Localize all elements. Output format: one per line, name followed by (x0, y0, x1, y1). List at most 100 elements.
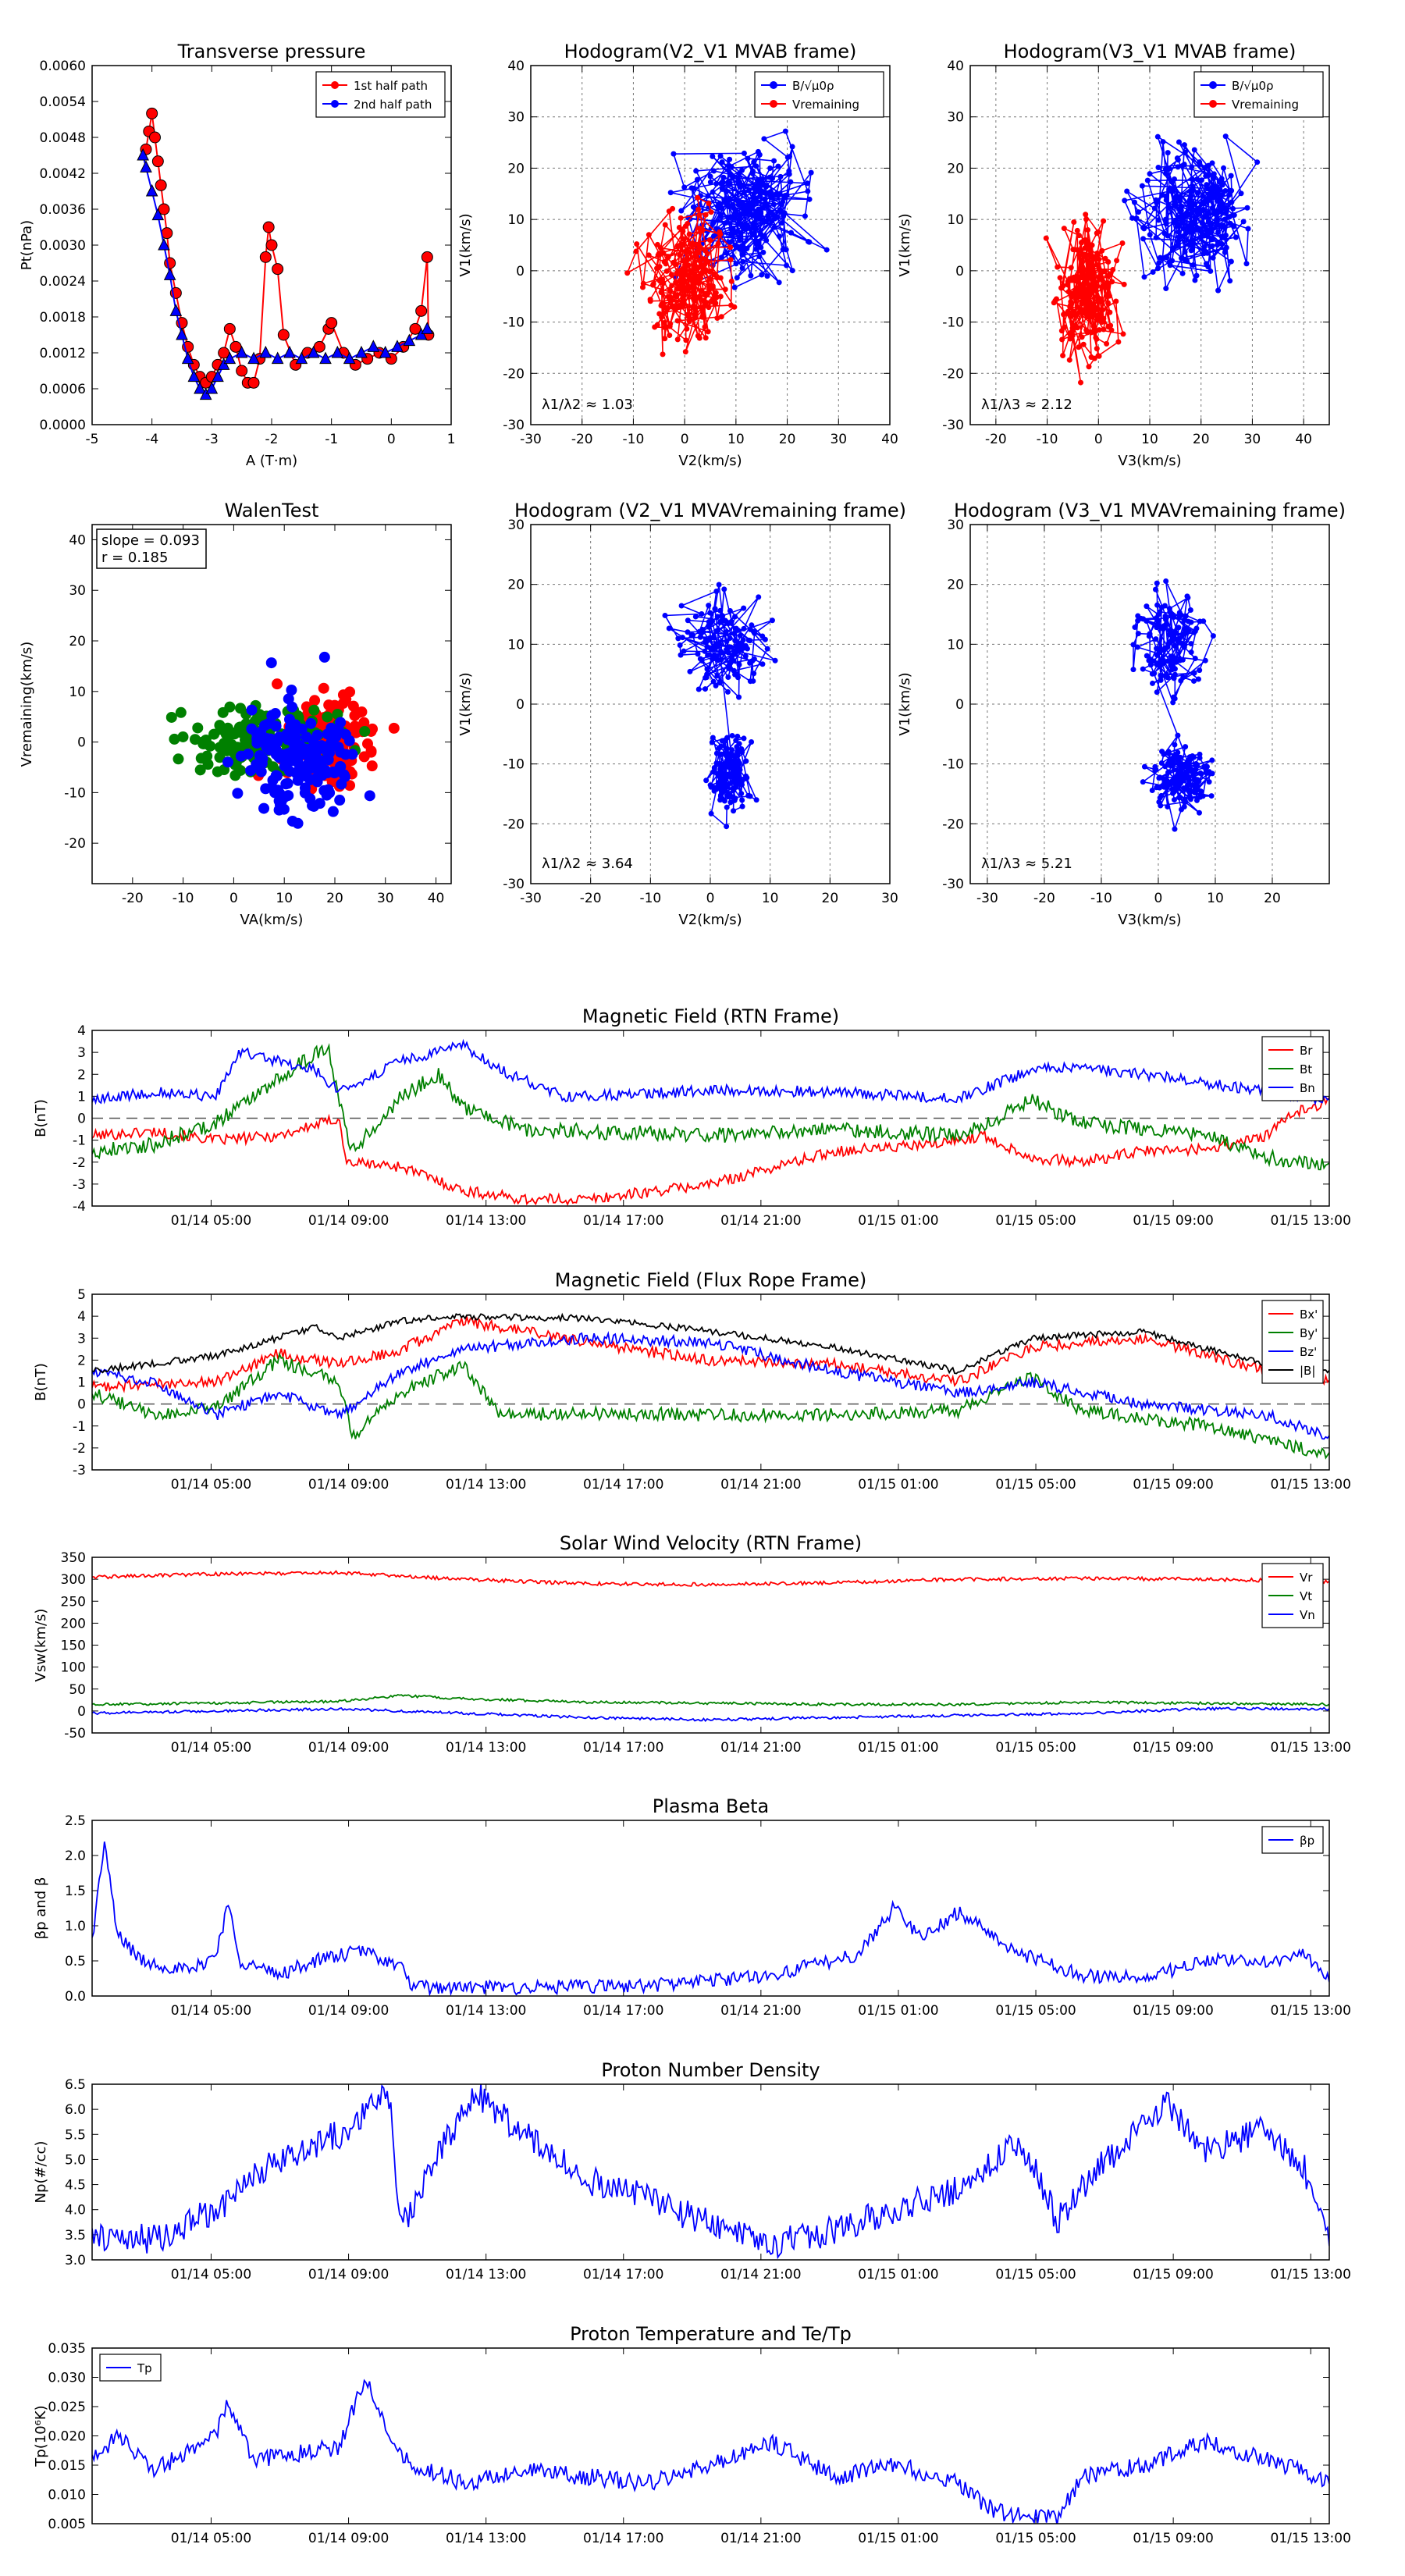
series-2ndhalfpath (137, 148, 434, 400)
data-point (1122, 197, 1128, 204)
series-line (92, 1841, 1329, 1996)
data-point (1130, 642, 1136, 648)
y-tick-label: 30 (947, 518, 964, 533)
data-point (724, 745, 730, 752)
data-point (1179, 656, 1186, 663)
data-point (318, 651, 330, 663)
x-tick-label: 01/14 09:00 (308, 2003, 389, 2019)
data-point (675, 635, 681, 642)
data-point (677, 642, 683, 649)
data-point (699, 657, 705, 664)
data-point (731, 205, 737, 211)
data-point (738, 747, 744, 753)
chart-brtn: Magnetic Field (RTN Frame) -4 -3 -2 -1 0 1 2 3 4 0… (33, 1005, 1351, 1229)
data-point (1210, 633, 1216, 639)
data-point (1155, 611, 1161, 617)
data-point (1192, 277, 1198, 283)
data-point (1185, 765, 1191, 771)
data-point (1183, 799, 1189, 805)
data-point (1199, 220, 1205, 226)
data-point (710, 769, 717, 775)
data-point (710, 656, 716, 662)
y-tick-label: 0 (955, 697, 964, 713)
data-point (719, 254, 725, 261)
data-point (1101, 218, 1107, 224)
y-tick-label: 6.0 (65, 2102, 86, 2118)
data-point (680, 228, 686, 234)
data-point (781, 213, 787, 219)
data-point (681, 648, 687, 654)
data-point (1184, 229, 1190, 236)
data-point (717, 275, 724, 281)
data-point (1096, 295, 1102, 301)
chart-walen: WalenTest -20 -10 0 10 20 30 40 -20 -10 0 10 20 30 40 V… (19, 500, 452, 928)
legend-label: Bn (1300, 1081, 1315, 1095)
data-point (1157, 774, 1163, 781)
x-tick-label: -10 (1037, 432, 1058, 447)
data-point (759, 272, 765, 278)
data-point (766, 216, 772, 222)
x-tick-label: 01/15 05:00 (995, 1477, 1076, 1493)
data-point (692, 614, 699, 620)
data-point (235, 750, 247, 762)
data-point (1155, 165, 1161, 171)
data-point (1197, 770, 1204, 776)
data-point (1190, 237, 1196, 244)
y-tick-label: -2 (73, 1155, 86, 1171)
x-tick-label: 0 (1154, 891, 1163, 906)
data-point (717, 607, 724, 614)
data-point (1228, 173, 1234, 179)
data-point (726, 753, 732, 759)
data-point (1208, 268, 1214, 274)
data-point (654, 322, 660, 328)
data-point (1100, 307, 1106, 313)
data-point (1159, 192, 1165, 198)
data-point (743, 775, 749, 781)
data-point (1154, 580, 1160, 586)
data-point (784, 192, 790, 198)
data-point (286, 815, 298, 827)
data-point (1104, 300, 1111, 306)
data-point (680, 266, 686, 272)
x-tick-label: 01/14 05:00 (171, 2531, 251, 2546)
data-point (1070, 308, 1076, 315)
chart-title: Hodogram(V2_V1 MVAB frame) (564, 41, 857, 62)
y-tick-label: -3 (73, 1463, 86, 1478)
legend-box (1193, 71, 1324, 118)
data-point (691, 281, 697, 287)
plot-area (1043, 133, 1261, 386)
data-point (169, 304, 183, 316)
data-point (660, 301, 667, 307)
data-point (343, 351, 356, 365)
x-tick-label: 01/15 13:00 (1271, 2267, 1351, 2282)
data-point (364, 790, 375, 802)
data-point (710, 189, 716, 195)
data-point (1153, 767, 1159, 773)
series-line (92, 1706, 1329, 1723)
data-point (1222, 216, 1228, 222)
series-Br (92, 1096, 1329, 1206)
data-point (212, 369, 224, 382)
series-B (92, 1312, 1329, 1375)
data-point (771, 224, 777, 230)
data-point (1170, 674, 1176, 681)
data-point (691, 290, 697, 297)
y-tick-label: 30 (947, 110, 964, 126)
x-tick-label: -2 (265, 432, 279, 447)
data-point (1186, 774, 1192, 781)
data-point (661, 258, 667, 265)
data-point (1163, 197, 1169, 203)
data-point (1141, 226, 1147, 232)
x-tick-label: 01/15 09:00 (1133, 1213, 1213, 1229)
x-tick-label: 0 (229, 891, 238, 906)
data-point (1194, 762, 1200, 768)
plot-area (92, 1312, 1329, 1460)
data-point (738, 791, 745, 797)
data-point (1154, 646, 1160, 652)
data-point (710, 618, 716, 624)
data-point (1058, 328, 1065, 334)
y-axis-label: V1(km/s) (897, 672, 913, 735)
data-point (763, 183, 769, 190)
data-point (1090, 301, 1097, 307)
data-point (1083, 216, 1090, 222)
